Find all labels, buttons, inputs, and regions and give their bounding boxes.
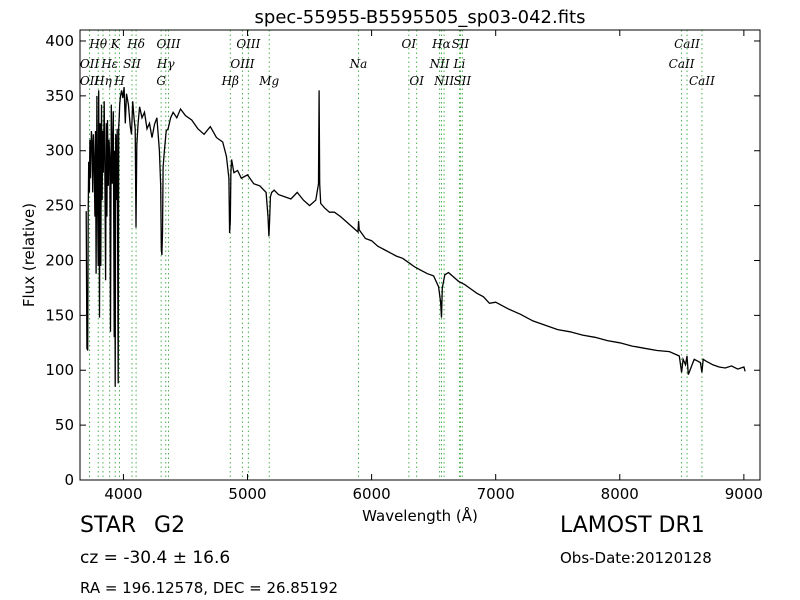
- spectral-line-label: Hα: [431, 37, 451, 51]
- redshift-cz: cz = -30.4 ± 16.6: [80, 548, 231, 568]
- x-tick-label: 9000: [725, 485, 763, 503]
- spectral-line-label: OII: [80, 74, 100, 88]
- x-tick-label: 8000: [601, 485, 639, 503]
- spectral-line-label: OI: [409, 74, 424, 88]
- chart-title: spec-55955-B5595505_sp03-042.fits: [255, 7, 586, 28]
- spectral-line-label: Hδ: [126, 37, 145, 51]
- spectral-line-label: CaII: [674, 37, 700, 51]
- plot-frame: [79, 29, 761, 481]
- spectral-line-label: Na: [349, 57, 368, 71]
- subclass-value: G2: [154, 513, 186, 538]
- y-tick-label: 50: [55, 416, 74, 434]
- spectral-line-label: OIII: [236, 37, 260, 51]
- survey-name: LAMOST DR1: [560, 513, 705, 538]
- spectral-line-label: SII: [452, 37, 470, 51]
- spectral-line-label: G: [156, 74, 166, 88]
- spectral-line-label: OIII: [230, 57, 254, 71]
- spectral-line-label: K: [110, 37, 121, 51]
- spectral-line-label: Hβ: [221, 74, 239, 88]
- spectral-line-label: OI: [402, 37, 417, 51]
- y-axis-label: Flux (relative): [20, 203, 38, 307]
- spectral-line-label: Hγ: [156, 57, 175, 71]
- observation-date: Obs-Date:20120128: [560, 549, 712, 567]
- y-tick-label: 150: [45, 306, 74, 324]
- spectral-line-label: CaII: [689, 74, 715, 88]
- spectral-line-label: Hε: [100, 57, 118, 71]
- y-tick-label: 300: [45, 142, 74, 160]
- x-tick-label: 7000: [477, 485, 515, 503]
- spectral-line-label: Mg: [258, 74, 279, 88]
- y-tick-label: 350: [45, 87, 74, 105]
- y-tick-label: 250: [45, 197, 74, 215]
- object-class: STAR G2: [80, 513, 185, 538]
- y-tick-label: 200: [45, 251, 74, 269]
- spectral-line-markers: [89, 30, 703, 480]
- y-tick-label: 400: [45, 32, 74, 50]
- x-axis-ticks: 4000 5000 6000 7000 8000 9000: [104, 30, 763, 503]
- spectral-line-label: Li: [453, 57, 466, 71]
- y-axis-ticks: 0 50 100 150 200 250 300 350 400: [45, 32, 760, 489]
- spectral-line-label: CaII: [669, 57, 695, 71]
- spectral-line-label: H: [113, 74, 125, 88]
- x-tick-label: 5000: [228, 485, 266, 503]
- x-tick-label: 6000: [353, 485, 391, 503]
- spectral-line-label: Hη: [93, 74, 112, 88]
- spectral-line-label: OIII: [156, 37, 180, 51]
- spectral-line-label: OII: [80, 57, 100, 71]
- x-axis-label: Wavelength (Å): [362, 506, 478, 525]
- y-tick-label: 0: [64, 471, 74, 489]
- x-tick-label: 4000: [104, 485, 142, 503]
- class-value: STAR: [80, 513, 137, 538]
- spectral-line-label: SII: [123, 57, 141, 71]
- spectral-line-label: Hθ: [88, 37, 107, 51]
- spectral-line-label: NII: [429, 57, 450, 71]
- spectral-line-label: SII: [453, 74, 471, 88]
- y-tick-label: 100: [45, 361, 74, 379]
- spectral-line-label: NII: [433, 74, 454, 88]
- ra-dec-coords: RA = 196.12578, DEC = 26.85192: [80, 579, 339, 597]
- spectrum-series: [85, 87, 746, 387]
